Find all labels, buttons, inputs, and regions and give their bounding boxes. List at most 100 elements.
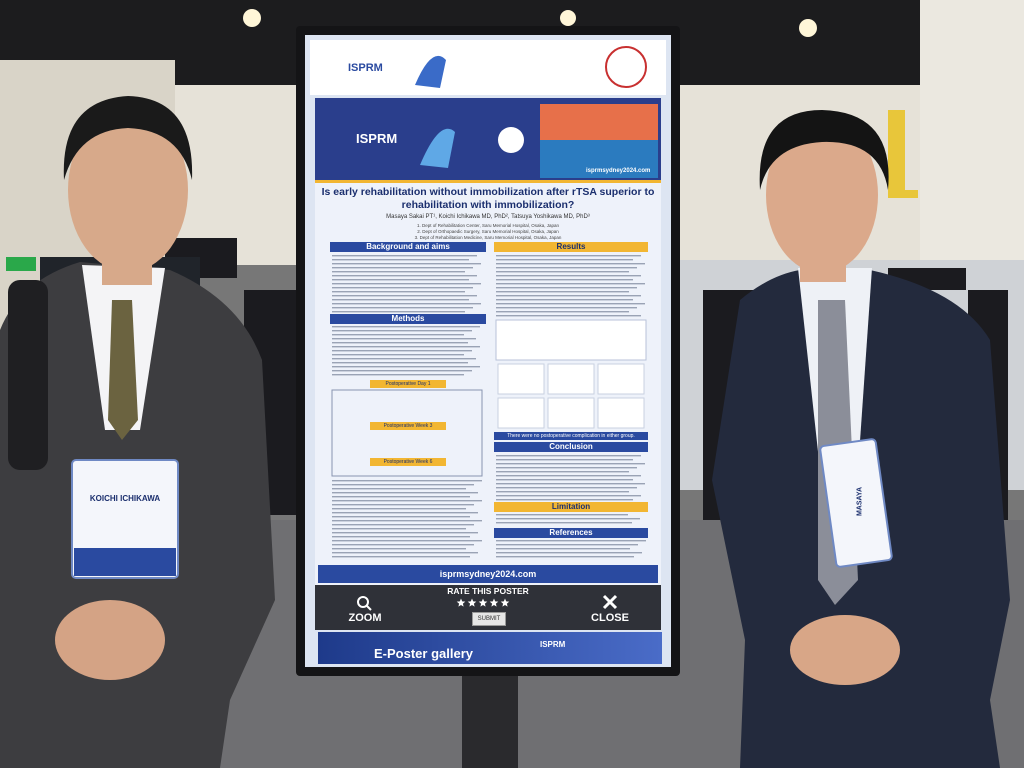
person-left-face bbox=[68, 108, 188, 272]
text-line bbox=[332, 500, 482, 502]
banner-photo bbox=[540, 140, 658, 178]
text-line bbox=[496, 283, 645, 285]
poster-authors: Masaya Sakai PT¹, Koichi Ichikawa MD, Ph… bbox=[386, 214, 590, 220]
banner-logo bbox=[498, 127, 524, 153]
text-line bbox=[332, 295, 477, 297]
text-line bbox=[332, 354, 464, 356]
text-line bbox=[496, 514, 628, 516]
exit-sign bbox=[6, 257, 36, 271]
person-right-hair bbox=[759, 110, 889, 190]
kiosk-stand bbox=[462, 672, 518, 768]
close-icon[interactable] bbox=[602, 594, 618, 610]
rating-star[interactable] bbox=[456, 598, 466, 607]
text-line bbox=[332, 342, 468, 344]
text-line bbox=[332, 283, 481, 285]
text-line bbox=[496, 467, 637, 469]
text-line bbox=[496, 518, 640, 520]
banner-logo-text: ISPRM bbox=[356, 131, 398, 146]
text-line bbox=[496, 483, 645, 485]
text-line bbox=[496, 303, 645, 305]
poster-title: Is early rehabilitation without immobili… bbox=[321, 186, 655, 211]
text-line bbox=[496, 459, 633, 461]
text-line bbox=[332, 330, 472, 332]
close-button[interactable]: CLOSE bbox=[591, 612, 629, 624]
banner-rule bbox=[315, 180, 661, 183]
text-line bbox=[496, 479, 633, 481]
badge-right-name: MASAYA bbox=[856, 486, 864, 517]
wall bbox=[175, 85, 300, 265]
text-line bbox=[332, 480, 482, 482]
text-line bbox=[332, 520, 482, 522]
text-line bbox=[332, 287, 473, 289]
affiliation: 2. Dept of Orthopaedic Surgery, Saru Mem… bbox=[417, 229, 559, 234]
text-line bbox=[332, 303, 481, 305]
text-line bbox=[332, 338, 476, 340]
text-line bbox=[332, 536, 470, 538]
text-line bbox=[332, 484, 474, 486]
protocol-step: Postoperative Day 1 bbox=[370, 380, 446, 388]
banner-kangaroo bbox=[420, 128, 455, 168]
text-line bbox=[496, 475, 641, 477]
text-line bbox=[332, 267, 473, 269]
text-line bbox=[496, 291, 629, 293]
text-line bbox=[496, 548, 630, 550]
person-left-hands bbox=[55, 600, 165, 680]
text-line bbox=[332, 334, 464, 336]
pillar bbox=[920, 0, 1024, 270]
poster-url: isprmsydney2024.com bbox=[318, 565, 658, 583]
text-line bbox=[332, 516, 470, 518]
badge-left-name: KOICHI ICHIKAWA bbox=[89, 494, 161, 503]
rating-star[interactable] bbox=[500, 598, 510, 607]
zoom-icon[interactable] bbox=[366, 605, 372, 611]
figure-box bbox=[497, 363, 545, 395]
text-line bbox=[496, 491, 629, 493]
body-text bbox=[331, 255, 647, 558]
zoom-button[interactable]: ZOOM bbox=[348, 612, 382, 624]
text-line bbox=[332, 255, 477, 257]
section-heading: Conclusion bbox=[494, 442, 648, 452]
text-line bbox=[332, 512, 478, 514]
footer-title: E-Poster gallery bbox=[374, 646, 473, 661]
text-line bbox=[332, 299, 469, 301]
text-line bbox=[496, 495, 641, 497]
text-line bbox=[496, 471, 629, 473]
text-line bbox=[332, 279, 469, 281]
person-right-neck bbox=[800, 258, 846, 282]
text-line bbox=[332, 492, 478, 494]
text-line bbox=[496, 540, 646, 542]
text-line bbox=[496, 522, 632, 524]
section-heading: Methods bbox=[330, 314, 486, 324]
text-line bbox=[496, 267, 637, 269]
text-line bbox=[332, 362, 468, 364]
figure-box bbox=[497, 397, 545, 429]
text-line bbox=[496, 552, 642, 554]
text-line bbox=[332, 366, 480, 368]
wall-sign bbox=[888, 110, 918, 198]
rating-star[interactable] bbox=[489, 598, 499, 607]
text-line bbox=[496, 275, 641, 277]
text-line bbox=[332, 524, 474, 526]
footer-logo: ISPRM bbox=[540, 640, 566, 649]
rating-star[interactable] bbox=[467, 598, 477, 607]
banner-site: isprmsydney2024.com bbox=[586, 168, 651, 174]
rating-stars[interactable] bbox=[456, 598, 510, 607]
person-left-neck bbox=[102, 255, 152, 285]
zoom-icon[interactable] bbox=[357, 596, 369, 608]
badge-right bbox=[819, 438, 893, 568]
figure-box bbox=[547, 397, 595, 429]
section-heading: References bbox=[494, 528, 648, 538]
text-line bbox=[332, 307, 473, 309]
table bbox=[495, 319, 647, 361]
text-line bbox=[332, 532, 478, 534]
text-line bbox=[496, 307, 637, 309]
submit-button[interactable]: SUBMIT bbox=[472, 612, 506, 626]
text-line bbox=[332, 540, 482, 542]
figure-box bbox=[597, 363, 645, 395]
text-line bbox=[332, 552, 478, 554]
person-left-hair bbox=[63, 96, 193, 180]
figure-box bbox=[547, 363, 595, 395]
rating-star[interactable] bbox=[478, 598, 488, 607]
text-line bbox=[496, 295, 641, 297]
text-line bbox=[496, 311, 629, 313]
text-line bbox=[496, 487, 637, 489]
